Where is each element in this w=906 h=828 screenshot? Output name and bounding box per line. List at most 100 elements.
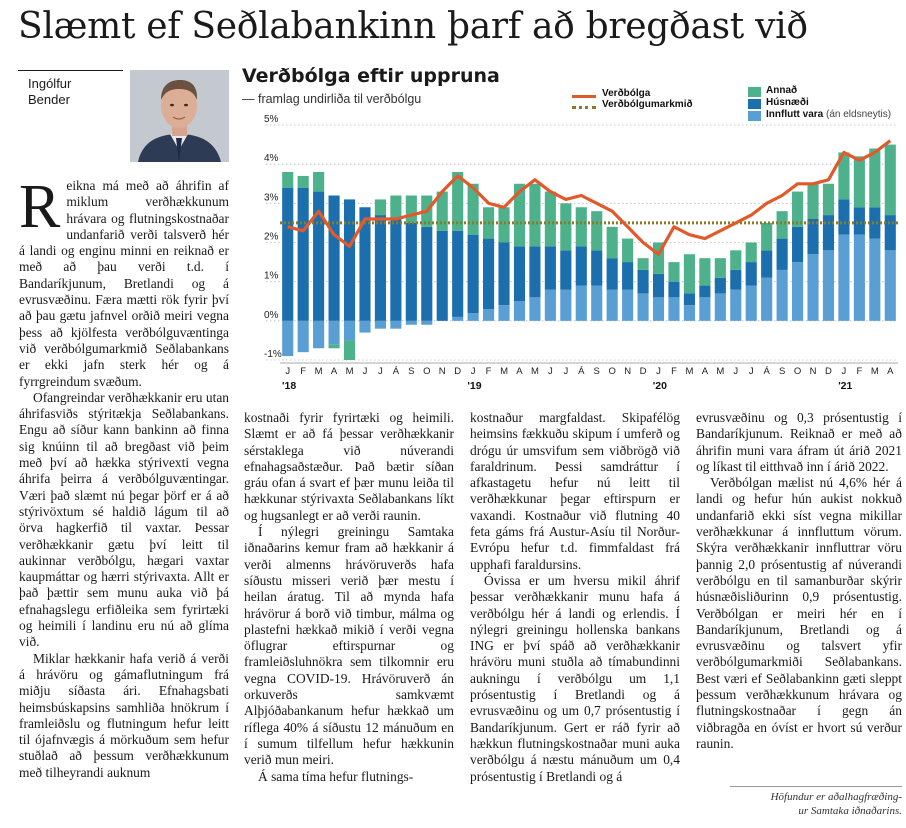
bar-segment <box>591 285 603 321</box>
bar-segment <box>699 258 711 286</box>
bar-segment <box>529 183 541 247</box>
x-tick-label: A <box>887 366 894 377</box>
bar-segment <box>761 277 773 321</box>
bar-segment <box>405 320 417 325</box>
x-tick-label: J <box>563 366 568 377</box>
year-label: '19 <box>467 380 481 392</box>
author-last-name: Bender <box>28 92 70 107</box>
bar-segment <box>822 215 835 251</box>
signature-rule <box>730 786 902 787</box>
bar-segment <box>544 246 556 290</box>
x-tick-label: N <box>439 366 446 377</box>
bar-segment <box>390 195 402 219</box>
x-tick-label: O <box>423 366 430 377</box>
bar-segment <box>498 305 510 321</box>
bar-segment <box>668 297 680 321</box>
legend-imports-note: (án eldsneytis) <box>826 109 892 120</box>
bar-segment <box>575 246 587 286</box>
bar-segment <box>297 187 309 321</box>
bar-segment <box>282 172 294 188</box>
bar-segment <box>359 320 371 333</box>
bar-segment <box>328 320 340 345</box>
x-tick-label: J <box>733 366 738 377</box>
bar-segment <box>498 242 510 306</box>
bar-segment <box>544 191 556 247</box>
bar-segment <box>529 246 541 298</box>
x-tick-label: Á <box>578 366 585 377</box>
article-column-4: evrusvæðinu og 0,3 prósentustig í Bandar… <box>696 410 902 825</box>
x-tick-label: F <box>486 366 492 377</box>
bar-segment <box>807 254 819 321</box>
paragraph: Verðbólgan mælist nú 4,6% hér á landi og… <box>696 475 902 751</box>
x-tick-label: M <box>685 366 693 377</box>
x-tick-label: S <box>594 366 600 377</box>
bar-segment <box>776 238 788 270</box>
x-tick-label: M <box>531 366 539 377</box>
bar-segment <box>606 258 618 290</box>
bar-segment <box>405 222 417 321</box>
author-signature: Höfundur er aðalhagfræðing- ur Samtaka i… <box>696 790 902 818</box>
x-tick-label: O <box>608 366 615 377</box>
bar-segment <box>483 238 495 310</box>
paragraph: Ofangreindar verðhækkanir eru utan áhrif… <box>19 389 229 650</box>
bar-segment <box>560 203 572 251</box>
x-tick-label: D <box>454 366 461 377</box>
bar-segment <box>869 207 881 239</box>
bar-segment <box>714 293 726 321</box>
author-block: Ingólfur Bender <box>18 70 229 170</box>
signature-line-2: ur Samtaka iðnaðarins. <box>798 805 902 817</box>
legend-label-inflation: Verðbólga <box>602 88 651 99</box>
bar-segment <box>637 258 649 270</box>
bar-segment <box>884 144 896 216</box>
bar-segment <box>328 344 340 349</box>
bar-segment <box>699 297 711 321</box>
bar-segment <box>637 269 649 294</box>
y-tick-label: 3% <box>264 192 279 203</box>
bar-segment <box>745 285 757 321</box>
bar-segment <box>421 226 433 321</box>
bar-segment <box>714 258 726 278</box>
bar-segment <box>869 238 881 321</box>
bar-segment <box>328 195 340 321</box>
paragraph-text: eikna má með að áhrifin af miklum verðhæ… <box>19 178 229 389</box>
x-tick-label: A <box>331 366 338 377</box>
bar-segment <box>421 320 433 325</box>
bar-segment <box>575 207 587 247</box>
bar-segment <box>544 289 556 321</box>
bar-segment <box>560 250 572 290</box>
bar-segment <box>884 250 896 321</box>
bar-segment <box>637 293 649 321</box>
bar-segment <box>745 242 757 263</box>
bar-segment <box>807 183 819 219</box>
article-column-2: kostnaði fyrir fyrirtæki og heimili. Slæ… <box>244 410 454 825</box>
legend-imports-text: Innflutt vara <box>766 109 824 120</box>
x-tick-label: D <box>640 366 647 377</box>
bar-segment <box>513 183 526 247</box>
chart-subtitle: — framlag undirliða til verðbólgu <box>242 92 422 106</box>
paragraph: Óvissa er um hversu mikil áhrif þessar v… <box>470 572 680 784</box>
x-tick-label: Á <box>393 366 400 377</box>
x-tick-label: D <box>825 366 832 377</box>
legend-swatch-imports <box>748 111 761 121</box>
bar-segment <box>591 211 603 251</box>
bar-segment <box>343 340 356 360</box>
paragraph: Á sama tíma hefur flutnings- <box>258 768 414 784</box>
author-name: Ingólfur Bender <box>28 76 118 108</box>
bar-segment <box>776 269 788 321</box>
x-tick-label: N <box>810 366 817 377</box>
bar-segment <box>622 238 634 263</box>
bar-segment <box>436 230 448 321</box>
bar-segment <box>652 297 665 321</box>
bar-segment <box>560 289 572 321</box>
bar-segment <box>652 242 665 274</box>
paragraph: Í nýlegri greiningu Samtaka iðnaðarins k… <box>244 524 454 768</box>
bar-segment <box>792 226 804 263</box>
bar-segment <box>343 199 356 321</box>
x-tick-label: J <box>285 366 290 377</box>
bar-segment <box>822 183 835 216</box>
bar-segment <box>652 273 665 298</box>
bar-segment <box>730 250 742 270</box>
author-first-name: Ingólfur <box>28 76 72 91</box>
drop-cap: R <box>19 173 61 241</box>
